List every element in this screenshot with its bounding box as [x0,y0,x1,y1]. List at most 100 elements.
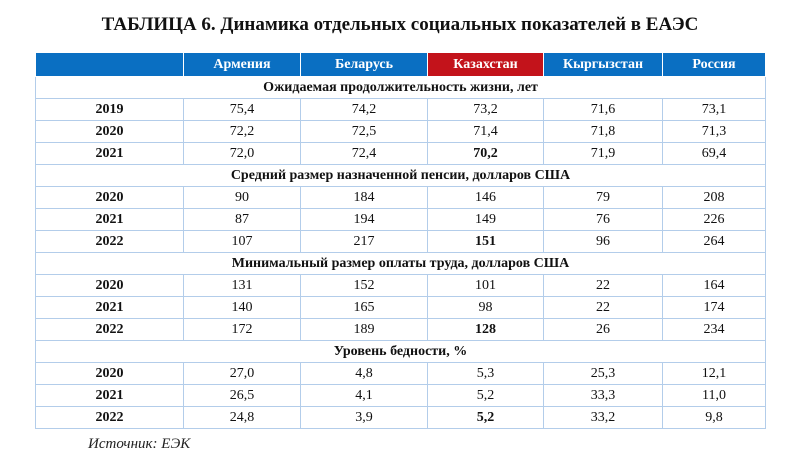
column-header: Беларусь [300,52,428,77]
value-cell: 164 [662,274,766,297]
value-cell: 234 [662,318,766,341]
header-row: Армения Беларусь Казахстан Кыргызстан Россия [35,52,766,77]
value-cell: 101 [427,274,544,297]
value-cell: 71,3 [662,120,766,143]
value-cell: 140 [183,296,301,319]
value-cell: 5,3 [427,362,544,385]
value-cell: 5,2 [427,406,544,429]
value-cell: 5,2 [427,384,544,407]
section-title: Минимальный размер оплаты труда, долларо… [35,252,766,275]
section-title: Ожидаемая продолжительность жизни, лет [35,76,766,99]
value-cell: 264 [662,230,766,253]
table-row: 2022 24,8 3,9 5,2 33,2 9,8 [35,406,766,429]
year-cell: 2022 [35,318,184,341]
year-cell: 2019 [35,98,184,121]
value-cell: 11,0 [662,384,766,407]
table-row: 2020 90 184 146 79 208 [35,186,766,209]
value-cell: 184 [300,186,428,209]
value-cell: 9,8 [662,406,766,429]
value-cell: 79 [543,186,663,209]
value-cell: 73,1 [662,98,766,121]
table-row: 2021 72,0 72,4 70,2 71,9 69,4 [35,142,766,165]
section-row: Средний размер назначенной пенсии, долла… [35,164,766,187]
year-cell: 2020 [35,274,184,297]
value-cell: 22 [543,296,663,319]
table-row: 2020 27,0 4,8 5,3 25,3 12,1 [35,362,766,385]
value-cell: 33,3 [543,384,663,407]
value-cell: 71,4 [427,120,544,143]
value-cell: 22 [543,274,663,297]
table-row: 2021 26,5 4,1 5,2 33,3 11,0 [35,384,766,407]
value-cell: 165 [300,296,428,319]
year-cell: 2022 [35,406,184,429]
table-row: 2021 87 194 149 76 226 [35,208,766,231]
year-cell: 2021 [35,384,184,407]
year-cell: 2020 [35,186,184,209]
year-cell: 2021 [35,296,184,319]
source-note: Источник: ЕЭК [88,436,191,452]
value-cell: 4,1 [300,384,428,407]
value-cell: 73,2 [427,98,544,121]
year-cell: 2022 [35,230,184,253]
value-cell: 146 [427,186,544,209]
table-row: 2022 107 217 151 96 264 [35,230,766,253]
value-cell: 3,9 [300,406,428,429]
section-row: Уровень бедности, % [35,340,766,363]
value-cell: 70,2 [427,142,544,165]
value-cell: 107 [183,230,301,253]
column-header: Россия [662,52,766,77]
year-cell: 2021 [35,208,184,231]
value-cell: 4,8 [300,362,428,385]
year-cell: 2021 [35,142,184,165]
value-cell: 194 [300,208,428,231]
section-title: Уровень бедности, % [35,340,766,363]
value-cell: 72,2 [183,120,301,143]
value-cell: 96 [543,230,663,253]
table-row: 2020 72,2 72,5 71,4 71,8 71,3 [35,120,766,143]
section-title: Средний размер назначенной пенсии, долла… [35,164,766,187]
table-title: ТАБЛИЦА 6. Динамика отдельных социальных… [101,14,699,35]
indicators-table: Армения Беларусь Казахстан Кыргызстан Россия… [35,52,766,429]
value-cell: 72,4 [300,142,428,165]
value-cell: 71,9 [543,142,663,165]
value-cell: 71,8 [543,120,663,143]
value-cell: 172 [183,318,301,341]
value-cell: 208 [662,186,766,209]
value-cell: 72,0 [183,142,301,165]
column-header: Казахстан [427,52,544,77]
value-cell: 33,2 [543,406,663,429]
value-cell: 27,0 [183,362,301,385]
value-cell: 74,2 [300,98,428,121]
value-cell: 25,3 [543,362,663,385]
table-row: 2019 75,4 74,2 73,2 71,6 73,1 [35,98,766,121]
value-cell: 98 [427,296,544,319]
value-cell: 90 [183,186,301,209]
value-cell: 217 [300,230,428,253]
column-header: Армения [183,52,301,77]
value-cell: 226 [662,208,766,231]
value-cell: 24,8 [183,406,301,429]
value-cell: 26,5 [183,384,301,407]
column-header [35,52,184,77]
year-cell: 2020 [35,362,184,385]
year-cell: 2020 [35,120,184,143]
value-cell: 69,4 [662,142,766,165]
value-cell: 174 [662,296,766,319]
value-cell: 12,1 [662,362,766,385]
column-header: Кыргызстан [543,52,663,77]
value-cell: 26 [543,318,663,341]
value-cell: 76 [543,208,663,231]
value-cell: 72,5 [300,120,428,143]
value-cell: 71,6 [543,98,663,121]
value-cell: 152 [300,274,428,297]
section-row: Ожидаемая продолжительность жизни, лет [35,76,766,99]
value-cell: 189 [300,318,428,341]
value-cell: 87 [183,208,301,231]
section-row: Минимальный размер оплаты труда, долларо… [35,252,766,275]
value-cell: 151 [427,230,544,253]
value-cell: 131 [183,274,301,297]
table-row: 2021 140 165 98 22 174 [35,296,766,319]
value-cell: 128 [427,318,544,341]
table-row: 2020 131 152 101 22 164 [35,274,766,297]
table-row: 2022 172 189 128 26 234 [35,318,766,341]
